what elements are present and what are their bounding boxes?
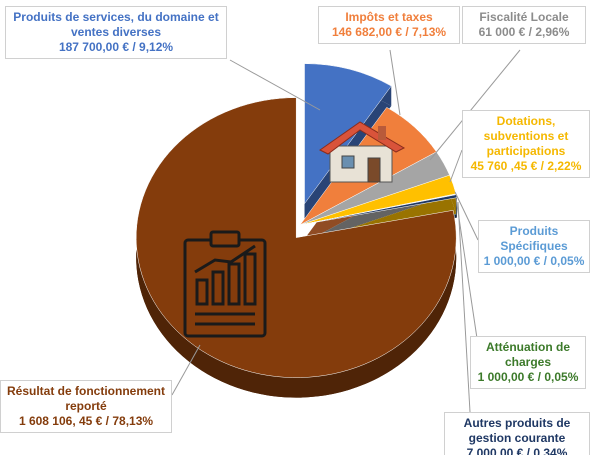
slice-label: Produits Spécifiques 1 000,00 € / 0,05% <box>478 220 590 273</box>
value-label: 187 700,00 € / 9,12% <box>58 40 174 54</box>
leader-line <box>429 49 521 161</box>
category-name: Produits de services, du domaine et vent… <box>13 10 219 39</box>
category-name: Résultat de fonctionnement reporté <box>6 384 165 413</box>
value-label: 1 608 106, 45 € / 78,13% <box>18 414 154 428</box>
leader-line <box>229 59 321 111</box>
slice-label: Fiscalité Locale 61 000 € / 2,96% <box>462 6 586 44</box>
house-icon <box>319 121 406 183</box>
value-label: 1 000,00 € / 0,05% <box>483 254 585 268</box>
slice <box>135 97 457 378</box>
category-name: Atténuation de charges <box>486 340 570 369</box>
leader-line <box>389 49 401 116</box>
slice-label: Impôts et taxes 146 682,00 € / 7,13% <box>318 6 460 44</box>
clipboard-icon <box>183 230 267 338</box>
slice-label: Dotations, subventions et participations… <box>462 110 590 178</box>
leader-line <box>454 191 479 241</box>
leader-line <box>449 149 463 183</box>
slice-label: Résultat de fonctionnement reporté 1 608 … <box>0 380 172 433</box>
slices <box>135 63 458 398</box>
value-label: 7 000,00 € / 0,34% <box>466 446 568 455</box>
leader-lines <box>171 49 521 413</box>
category-name: Dotations, subventions et participations <box>483 114 569 158</box>
slice-label: Autres produits de gestion courante 7 000… <box>444 412 590 455</box>
category-name: Fiscalité Locale <box>479 10 569 24</box>
value-label: 146 682,00 € / 7,13% <box>331 25 447 39</box>
slice-label: Produits de services, du domaine et vent… <box>5 6 227 59</box>
leader-line <box>171 344 201 396</box>
value-label: 1 000,00 € / 0,05% <box>477 370 579 384</box>
leader-line <box>457 201 471 413</box>
category-name: Autres produits de gestion courante <box>463 416 571 445</box>
category-name: Produits Spécifiques <box>500 224 568 253</box>
value-label: 61 000 € / 2,96% <box>478 25 570 39</box>
value-label: 45 760 ,45 € / 2,22% <box>470 159 582 173</box>
slice-label: Atténuation de charges 1 000,00 € / 0,05% <box>470 336 586 389</box>
category-name: Impôts et taxes <box>345 10 433 24</box>
